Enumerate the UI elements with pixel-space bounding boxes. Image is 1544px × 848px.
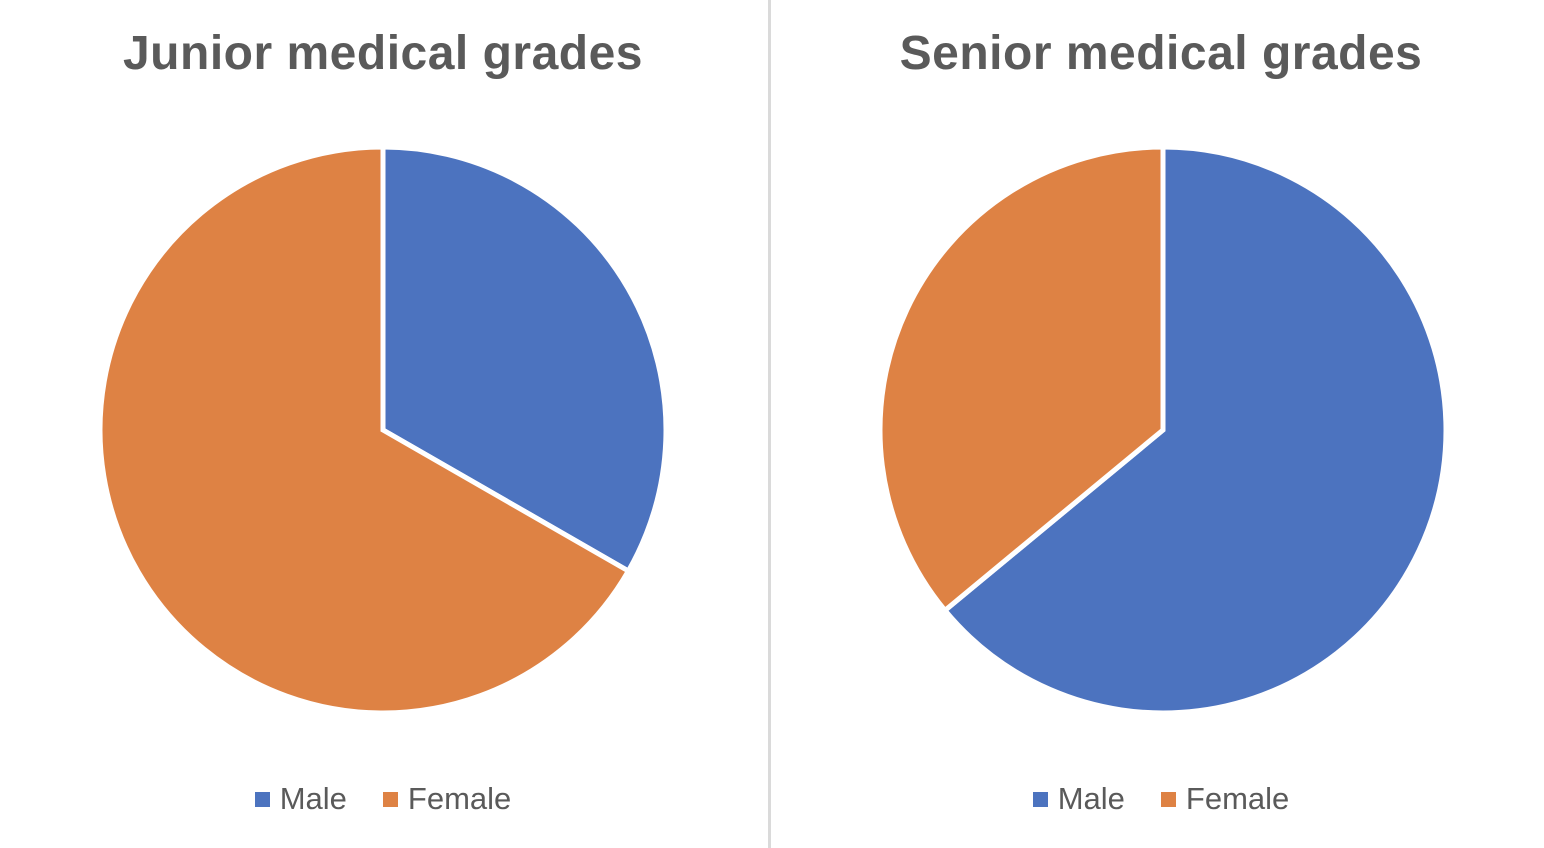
junior-pie-chart (97, 144, 669, 716)
senior-pie-chart (877, 144, 1449, 716)
legend-label-male: Male (1057, 781, 1125, 816)
pie-slice-female (877, 144, 1166, 614)
legend-swatch-female (1160, 791, 1176, 807)
senior-legend: Male Female (778, 781, 1544, 817)
junior-chart-title: Junior medical grades (122, 27, 643, 80)
senior-chart-panel: Senior medical grades Male Female (778, 0, 1544, 848)
legend-swatch-male (1032, 791, 1048, 807)
legend-item-female: Female (1160, 781, 1290, 817)
pie-slice-male (941, 144, 1449, 716)
legend-swatch-male (254, 791, 270, 807)
legend-label-female: Female (407, 781, 512, 816)
legend-label-female: Female (1185, 781, 1290, 816)
legend-item-female: Female (382, 781, 512, 817)
legend-swatch-female (382, 791, 398, 807)
legend-item-male: Male (254, 781, 347, 817)
junior-chart-panel: Junior medical grades Male Female (0, 0, 766, 848)
junior-legend: Male Female (0, 781, 766, 817)
pie-slice-male (380, 144, 669, 575)
senior-chart-title: Senior medical grades (899, 27, 1423, 80)
panel-divider (768, 0, 771, 848)
pie-slice-female (97, 144, 632, 716)
legend-item-male: Male (1032, 781, 1125, 817)
legend-label-male: Male (279, 781, 347, 816)
